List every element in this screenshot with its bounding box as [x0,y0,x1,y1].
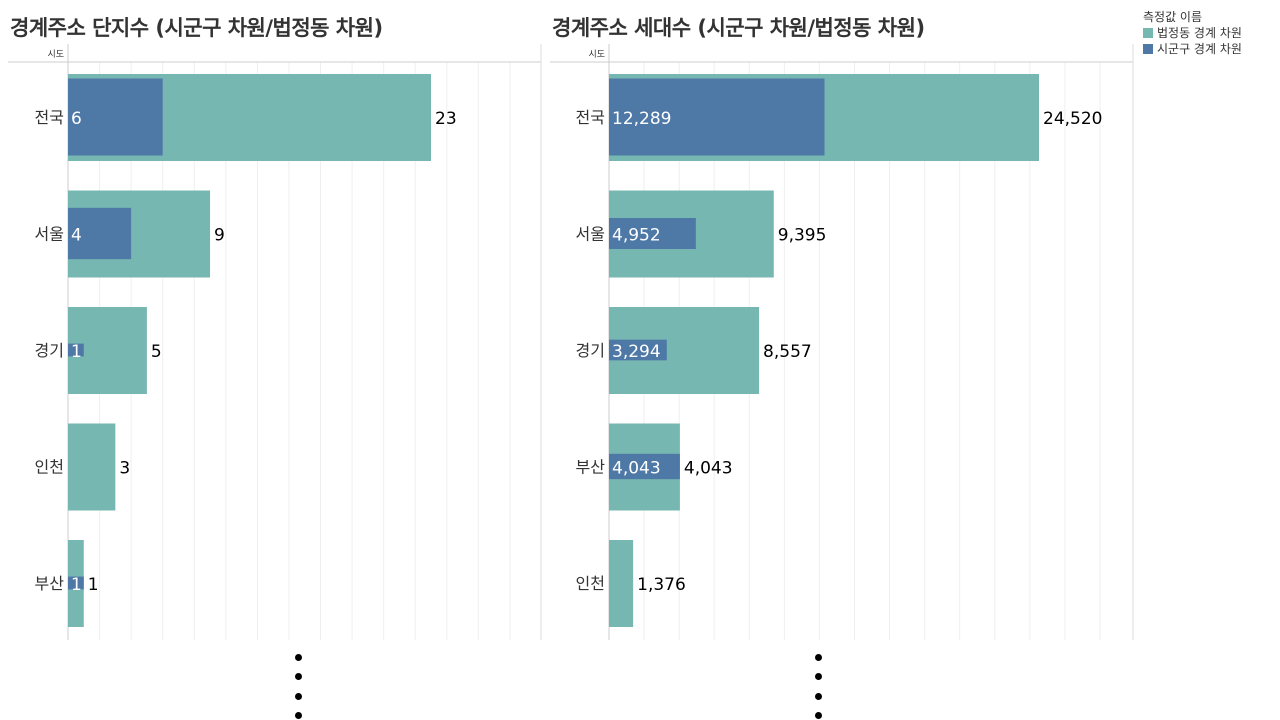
continuation-dot [295,693,302,700]
data-label-beopjeongdong: 23 [435,109,457,129]
bar-sigungu [609,339,667,361]
bar-sigungu [68,207,132,260]
bar-beopjeongdong [609,540,634,627]
legend-item-sigungu[interactable]: 시군구 경계 차원 [1143,41,1242,57]
continuation-dot [295,673,302,680]
category-label: 서울 [35,225,64,244]
data-label-beopjeongdong: 9 [214,226,225,246]
category-label: 전국 [35,108,64,127]
legend-title: 측정값 이름 [1143,10,1203,24]
data-label-sigungu: 12,289 [612,109,671,129]
legend-label: 법정동 경계 차원 [1157,26,1242,40]
data-label-beopjeongdong: 9,395 [778,226,827,246]
bar-sigungu [609,453,680,480]
data-label-beopjeongdong: 1 [88,575,99,595]
legend-swatch [1143,44,1153,54]
category-label: 서울 [576,225,605,244]
bar-sigungu [68,576,84,590]
legend-swatch [1143,28,1153,38]
data-label-sigungu: 4,952 [612,226,661,246]
bar-beopjeongdong [68,423,116,511]
legend-label: 시군구 경계 차원 [1157,42,1242,56]
data-label-sigungu: 4,043 [612,459,661,479]
data-label-sigungu: 3,294 [612,342,661,362]
data-label-beopjeongdong: 8,557 [763,342,812,362]
continuation-dot [295,654,302,661]
data-label-beopjeongdong: 24,520 [1043,109,1102,129]
chart-title-right: 경계주소 세대수 (시군구 차원/법정동 차원) [552,16,925,40]
category-label: 경기 [576,341,605,360]
category-label: 경기 [35,341,64,360]
y-axis-header: 시도 [588,49,605,60]
data-label-beopjeongdong: 4,043 [684,459,733,479]
data-label-sigungu: 1 [71,342,82,362]
data-label-beopjeongdong: 1,376 [637,575,686,595]
data-label-beopjeongdong: 5 [151,342,162,362]
category-label: 전국 [576,108,605,127]
data-label-sigungu: 4 [71,226,82,246]
continuation-dot [815,693,822,700]
bar-sigungu [68,343,84,357]
chart-title-left: 경계주소 단지수 (시군구 차원/법정동 차원) [10,16,383,40]
category-label: 부산 [576,458,606,477]
bar-sigungu [609,217,696,250]
y-axis-header: 시도 [47,49,64,60]
continuation-dot [295,712,302,719]
legend-item-beopjeongdong[interactable]: 법정동 경계 차원 [1143,25,1242,41]
continuation-dot [815,712,822,719]
category-label: 인천 [35,458,64,477]
continuation-dot [815,673,822,680]
bar-sigungu [68,78,163,156]
category-label: 부산 [35,574,65,593]
data-label-beopjeongdong: 3 [119,459,130,479]
legend: 측정값 이름 법정동 경계 차원 시군구 경계 차원 [1143,9,1242,57]
continuation-dot [815,654,822,661]
bar-sigungu [609,78,825,156]
data-label-sigungu: 6 [71,109,82,129]
data-label-sigungu: 1 [71,575,82,595]
category-label: 인천 [576,574,605,593]
